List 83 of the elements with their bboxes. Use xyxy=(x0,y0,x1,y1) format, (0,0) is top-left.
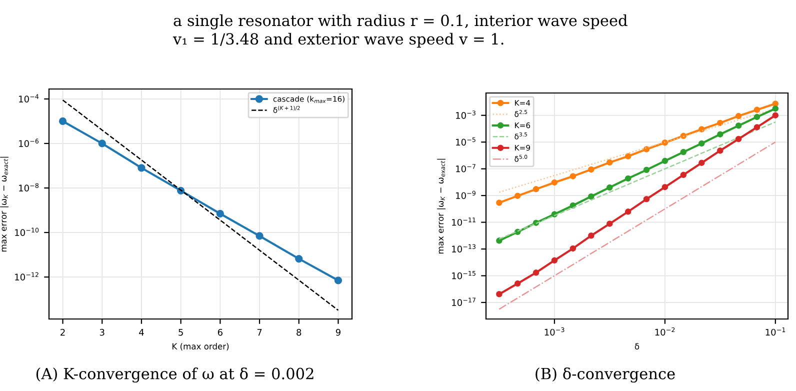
point xyxy=(735,112,742,120)
text: (A) K-convergence of ω at δ = 0.002 xyxy=(36,367,314,383)
point xyxy=(606,220,613,227)
point xyxy=(717,147,724,154)
y-tick-label: 10$^{−5}$ xyxy=(456,137,476,146)
x-tick-label: 6 xyxy=(218,328,222,336)
x-tick-label: 9 xyxy=(336,328,340,336)
point xyxy=(680,172,687,178)
y-tick-label: 10$^{−8}$ xyxy=(19,183,39,192)
text: a single resonator with radius r = 0.1, interior wave speed v₁ = 1/3.48 and exterior wave speed v = 1. xyxy=(172,14,628,48)
point xyxy=(754,124,760,130)
point xyxy=(98,140,106,148)
y-tick-label: 10$^{−13}$ xyxy=(452,244,476,252)
x-tick-label: 7 xyxy=(257,329,262,336)
point xyxy=(662,158,668,164)
point xyxy=(624,153,632,160)
y-tick-label: 10$^{−11}$ xyxy=(452,218,476,226)
point xyxy=(570,173,576,180)
point xyxy=(588,232,594,239)
point xyxy=(717,120,724,126)
y-axis-title: max error |ω$_{K}$ − ω$_{exact}$| xyxy=(437,158,446,254)
point xyxy=(496,238,502,244)
point xyxy=(754,114,760,120)
point xyxy=(717,131,724,138)
point xyxy=(514,280,521,287)
y-tick-label: 10$^{−3}$ xyxy=(456,110,476,119)
point xyxy=(295,254,303,263)
y-tick-label: 10$^{−6}$ xyxy=(19,138,39,147)
point xyxy=(138,164,146,172)
point xyxy=(680,132,687,140)
x-tick-label: 8 xyxy=(296,328,302,336)
point xyxy=(643,146,650,152)
point xyxy=(772,100,779,107)
point xyxy=(735,122,742,129)
point xyxy=(606,159,613,166)
point xyxy=(680,148,687,156)
point xyxy=(532,186,540,192)
point xyxy=(698,160,705,166)
point xyxy=(532,270,540,276)
x-axis-title: K (max order) xyxy=(172,343,229,350)
x-tick-label: 10$^{−3}$ xyxy=(544,327,564,336)
text: (B) δ-convergence xyxy=(536,367,675,383)
y-tick-label: 10$^{−12}$ xyxy=(15,272,38,281)
point xyxy=(772,105,779,112)
point xyxy=(698,126,705,132)
y-axis-title: max error |ω$_{K}$ − ω$_{exact}$| xyxy=(0,156,8,252)
point xyxy=(662,140,668,146)
point xyxy=(624,208,632,215)
x-tick-label: 10$^{−1}$ xyxy=(766,327,786,336)
point xyxy=(514,192,521,199)
point xyxy=(662,184,668,190)
point xyxy=(643,196,650,202)
y-tick-label: 10$^{−9}$ xyxy=(456,190,476,200)
x-tick-label: 3 xyxy=(100,328,104,336)
y-tick-label: 10$^{−4}$ xyxy=(19,94,39,102)
point xyxy=(735,136,742,142)
point xyxy=(216,210,224,218)
x-tick-label: 5 xyxy=(178,329,183,336)
point xyxy=(496,291,502,298)
point xyxy=(698,140,705,147)
point xyxy=(606,184,613,191)
x-axis-title: δ xyxy=(634,343,640,350)
x-tick-label: 2 xyxy=(60,328,65,336)
point xyxy=(334,276,342,284)
point xyxy=(551,257,558,264)
point xyxy=(570,245,576,252)
y-tick-label: 10$^{−17}$ xyxy=(452,298,476,306)
point xyxy=(58,117,67,126)
y-tick-label: 10$^{−15}$ xyxy=(452,271,476,280)
point xyxy=(624,175,632,182)
y-tick-label: 10$^{−7}$ xyxy=(456,164,476,172)
x-tick-label: 4 xyxy=(139,329,144,336)
x-tick-label: 10$^{−2}$ xyxy=(655,327,675,336)
point xyxy=(551,179,558,186)
y-tick-label: 10$^{−10}$ xyxy=(15,228,39,236)
point xyxy=(496,200,502,206)
point xyxy=(772,112,779,118)
point xyxy=(588,193,594,200)
point xyxy=(643,166,650,174)
point xyxy=(588,166,594,173)
point xyxy=(754,106,760,113)
point xyxy=(256,232,264,240)
line-series xyxy=(498,141,776,310)
